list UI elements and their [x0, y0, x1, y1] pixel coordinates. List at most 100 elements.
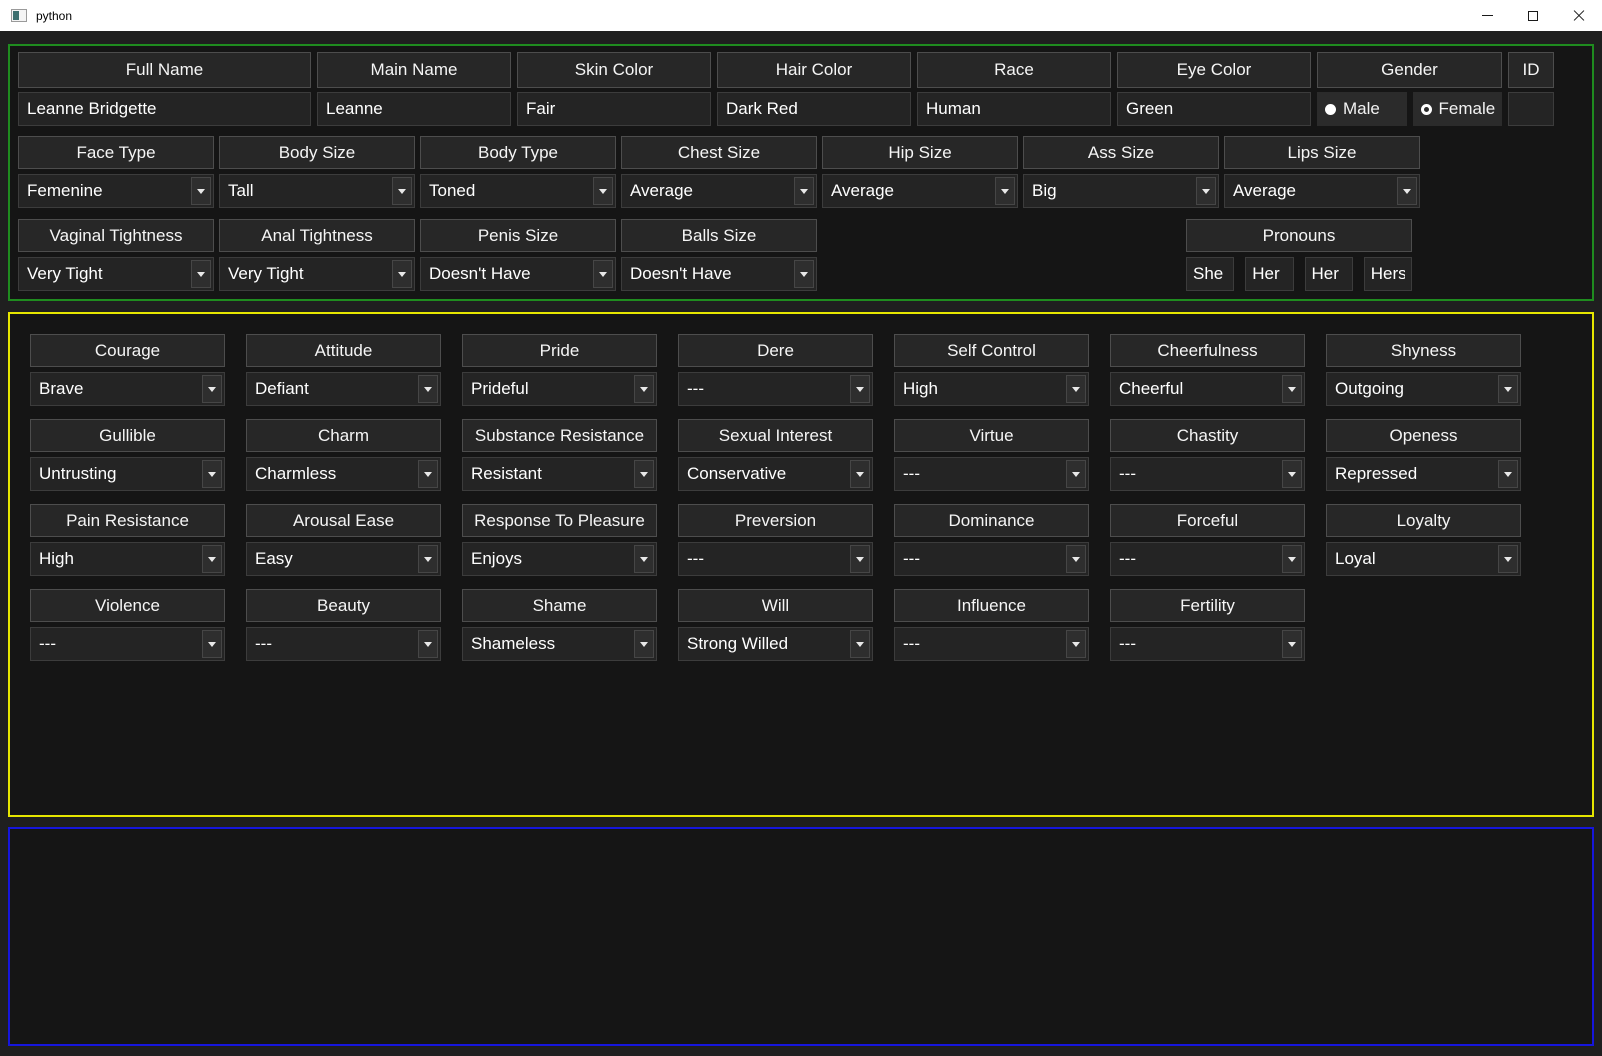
maximize-button[interactable]: [1510, 0, 1556, 31]
chevron-down-icon[interactable]: [1196, 177, 1216, 205]
courage-dropdown[interactable]: Brave: [30, 372, 225, 406]
chevron-down-icon[interactable]: [1066, 375, 1086, 403]
ass-size-dropdown[interactable]: Big: [1023, 174, 1219, 208]
main-name-input[interactable]: [317, 92, 511, 126]
loyalty-dropdown[interactable]: Loyal: [1326, 542, 1521, 576]
close-button[interactable]: [1556, 0, 1602, 31]
chevron-down-icon[interactable]: [191, 177, 211, 205]
skin-color-input[interactable]: [517, 92, 711, 126]
gender-female-radio[interactable]: Female: [1412, 92, 1502, 126]
pronoun-possessive-input[interactable]: [1304, 257, 1353, 291]
chevron-down-icon[interactable]: [202, 630, 222, 658]
virtue-dropdown[interactable]: ---: [894, 457, 1089, 491]
hip-size-dropdown[interactable]: Average: [822, 174, 1018, 208]
chevron-down-icon[interactable]: [392, 260, 412, 288]
chevron-down-icon[interactable]: [850, 545, 870, 573]
pronoun-absolute-input[interactable]: [1363, 257, 1412, 291]
dominance-dropdown[interactable]: ---: [894, 542, 1089, 576]
chevron-down-icon[interactable]: [995, 177, 1015, 205]
pronoun-object-input[interactable]: [1245, 257, 1294, 291]
chevron-down-icon[interactable]: [1282, 375, 1302, 403]
dropdown-value: ---: [903, 549, 920, 568]
chevron-down-icon[interactable]: [1282, 545, 1302, 573]
chevron-down-icon[interactable]: [202, 375, 222, 403]
chevron-down-icon[interactable]: [1498, 545, 1518, 573]
arousal-ease-dropdown[interactable]: Easy: [246, 542, 441, 576]
forceful-label: Forceful: [1110, 504, 1305, 537]
minimize-button[interactable]: [1464, 0, 1510, 31]
penis-size-dropdown[interactable]: Doesn't Have: [420, 257, 616, 291]
chevron-down-icon[interactable]: [1498, 375, 1518, 403]
openess-dropdown[interactable]: Repressed: [1326, 457, 1521, 491]
chevron-down-icon[interactable]: [392, 177, 412, 205]
preversion-dropdown[interactable]: ---: [678, 542, 873, 576]
hair-color-input[interactable]: [717, 92, 911, 126]
chevron-down-icon[interactable]: [593, 177, 613, 205]
chevron-down-icon[interactable]: [850, 460, 870, 488]
chevron-down-icon[interactable]: [1066, 545, 1086, 573]
pain-resistance-dropdown[interactable]: High: [30, 542, 225, 576]
anal-tightness-dropdown[interactable]: Very Tight: [219, 257, 415, 291]
attr-group-lips-size: Lips Size Average: [1224, 136, 1420, 208]
race-input[interactable]: [917, 92, 1111, 126]
chevron-down-icon[interactable]: [850, 630, 870, 658]
chevron-down-icon[interactable]: [794, 260, 814, 288]
will-dropdown[interactable]: Strong Willed: [678, 627, 873, 661]
arousal-ease-label: Arousal Ease: [246, 504, 441, 537]
full-name-input[interactable]: [18, 92, 311, 126]
body-type-dropdown[interactable]: Toned: [420, 174, 616, 208]
eye-color-input[interactable]: [1117, 92, 1311, 126]
face-type-dropdown[interactable]: Femenine: [18, 174, 214, 208]
attr-group-anal-tightness: Anal Tightness Very Tight: [219, 219, 415, 291]
substance-resistance-dropdown[interactable]: Resistant: [462, 457, 657, 491]
chevron-down-icon[interactable]: [634, 460, 654, 488]
gullible-dropdown[interactable]: Untrusting: [30, 457, 225, 491]
influence-dropdown[interactable]: ---: [894, 627, 1089, 661]
response-to-pleasure-dropdown[interactable]: Enjoys: [462, 542, 657, 576]
attitude-label: Attitude: [246, 334, 441, 367]
chest-size-dropdown[interactable]: Average: [621, 174, 817, 208]
vaginal-tightness-dropdown[interactable]: Very Tight: [18, 257, 214, 291]
chevron-down-icon[interactable]: [634, 375, 654, 403]
chevron-down-icon[interactable]: [1498, 460, 1518, 488]
chevron-down-icon[interactable]: [794, 177, 814, 205]
chevron-down-icon[interactable]: [1066, 630, 1086, 658]
fertility-dropdown[interactable]: ---: [1110, 627, 1305, 661]
chevron-down-icon[interactable]: [418, 375, 438, 403]
chevron-down-icon[interactable]: [418, 545, 438, 573]
chevron-down-icon[interactable]: [1066, 460, 1086, 488]
ass-size-label: Ass Size: [1023, 136, 1219, 169]
dere-dropdown[interactable]: ---: [678, 372, 873, 406]
violence-label: Violence: [30, 589, 225, 622]
chevron-down-icon[interactable]: [1397, 177, 1417, 205]
gender-male-radio[interactable]: Male: [1317, 92, 1407, 126]
lips-size-dropdown[interactable]: Average: [1224, 174, 1420, 208]
id-input[interactable]: [1508, 92, 1554, 126]
charm-dropdown[interactable]: Charmless: [246, 457, 441, 491]
chevron-down-icon[interactable]: [202, 460, 222, 488]
chevron-down-icon[interactable]: [850, 375, 870, 403]
forceful-dropdown[interactable]: ---: [1110, 542, 1305, 576]
chevron-down-icon[interactable]: [593, 260, 613, 288]
shyness-dropdown[interactable]: Outgoing: [1326, 372, 1521, 406]
chastity-dropdown[interactable]: ---: [1110, 457, 1305, 491]
chevron-down-icon[interactable]: [1282, 460, 1302, 488]
chevron-down-icon[interactable]: [418, 460, 438, 488]
body-size-dropdown[interactable]: Tall: [219, 174, 415, 208]
chevron-down-icon[interactable]: [418, 630, 438, 658]
chevron-down-icon[interactable]: [634, 630, 654, 658]
pride-dropdown[interactable]: Prideful: [462, 372, 657, 406]
beauty-dropdown[interactable]: ---: [246, 627, 441, 661]
attitude-dropdown[interactable]: Defiant: [246, 372, 441, 406]
sexual-interest-dropdown[interactable]: Conservative: [678, 457, 873, 491]
pronoun-subject-input[interactable]: [1186, 257, 1235, 291]
cheerfulness-dropdown[interactable]: Cheerful: [1110, 372, 1305, 406]
chevron-down-icon[interactable]: [634, 545, 654, 573]
violence-dropdown[interactable]: ---: [30, 627, 225, 661]
self-control-dropdown[interactable]: High: [894, 372, 1089, 406]
chevron-down-icon[interactable]: [191, 260, 211, 288]
chevron-down-icon[interactable]: [1282, 630, 1302, 658]
chevron-down-icon[interactable]: [202, 545, 222, 573]
shame-dropdown[interactable]: Shameless: [462, 627, 657, 661]
balls-size-dropdown[interactable]: Doesn't Have: [621, 257, 817, 291]
